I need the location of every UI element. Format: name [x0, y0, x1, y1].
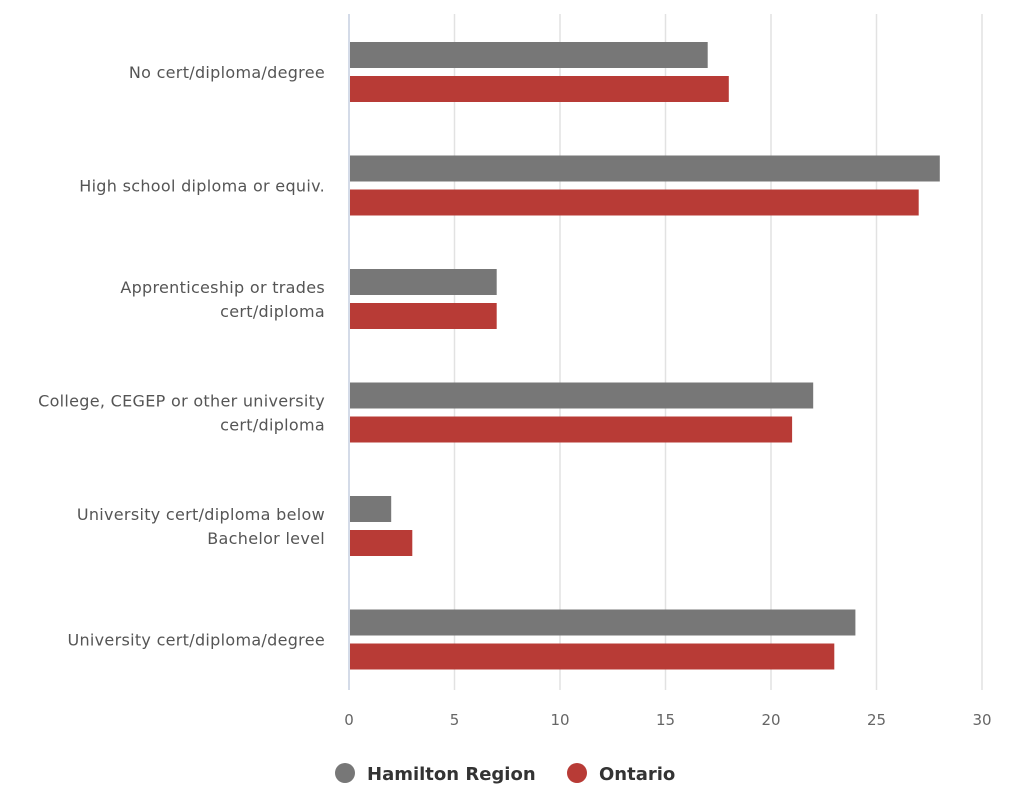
x-tick-label: 25 — [867, 711, 886, 729]
legend-label-hamilton-region[interactable]: Hamilton Region — [367, 764, 536, 785]
category-labels: No cert/diploma/degree High school diplom… — [38, 63, 325, 650]
x-tick-label: 20 — [761, 711, 780, 729]
category-label: University cert/diploma below — [77, 505, 325, 524]
category-label: College, CEGEP or other university — [38, 392, 325, 411]
category-label: High school diploma or equiv. — [79, 177, 325, 196]
legend: Hamilton Region Ontario — [335, 763, 675, 785]
x-tick-label: 5 — [450, 711, 460, 729]
category-label: Bachelor level — [207, 529, 325, 548]
category-label: University cert/diploma/degree — [67, 631, 325, 650]
x-tick-label: 15 — [656, 711, 675, 729]
bar-hamilton-region-5[interactable] — [350, 609, 856, 636]
bar-hamilton-region-3[interactable] — [350, 382, 814, 409]
x-tick-label: 10 — [550, 711, 569, 729]
bar-ontario-4[interactable] — [350, 530, 413, 556]
bar-ontario-0[interactable] — [350, 76, 729, 102]
category-label: cert/diploma — [220, 302, 325, 321]
bar-ontario-3[interactable] — [350, 416, 793, 443]
bars — [350, 42, 940, 670]
x-tick-labels: 0 5 10 15 20 25 30 — [344, 711, 991, 729]
bar-hamilton-region-0[interactable] — [350, 42, 708, 68]
category-label: Apprenticeship or trades — [120, 278, 325, 297]
bar-hamilton-region-4[interactable] — [350, 496, 392, 522]
bar-hamilton-region-1[interactable] — [350, 155, 940, 182]
legend-marker-hamilton-region[interactable] — [335, 763, 355, 783]
category-label: cert/diploma — [220, 416, 325, 435]
legend-marker-ontario[interactable] — [567, 763, 587, 783]
bar-ontario-1[interactable] — [350, 189, 919, 216]
bar-hamilton-region-2[interactable] — [350, 269, 497, 295]
category-label: No cert/diploma/degree — [129, 63, 325, 82]
legend-label-ontario[interactable]: Ontario — [599, 764, 675, 785]
gridlines — [453, 14, 983, 690]
x-tick-label: 0 — [344, 711, 354, 729]
bar-ontario-2[interactable] — [350, 303, 497, 329]
bar-ontario-5[interactable] — [350, 643, 835, 670]
x-tick-label: 30 — [972, 711, 991, 729]
